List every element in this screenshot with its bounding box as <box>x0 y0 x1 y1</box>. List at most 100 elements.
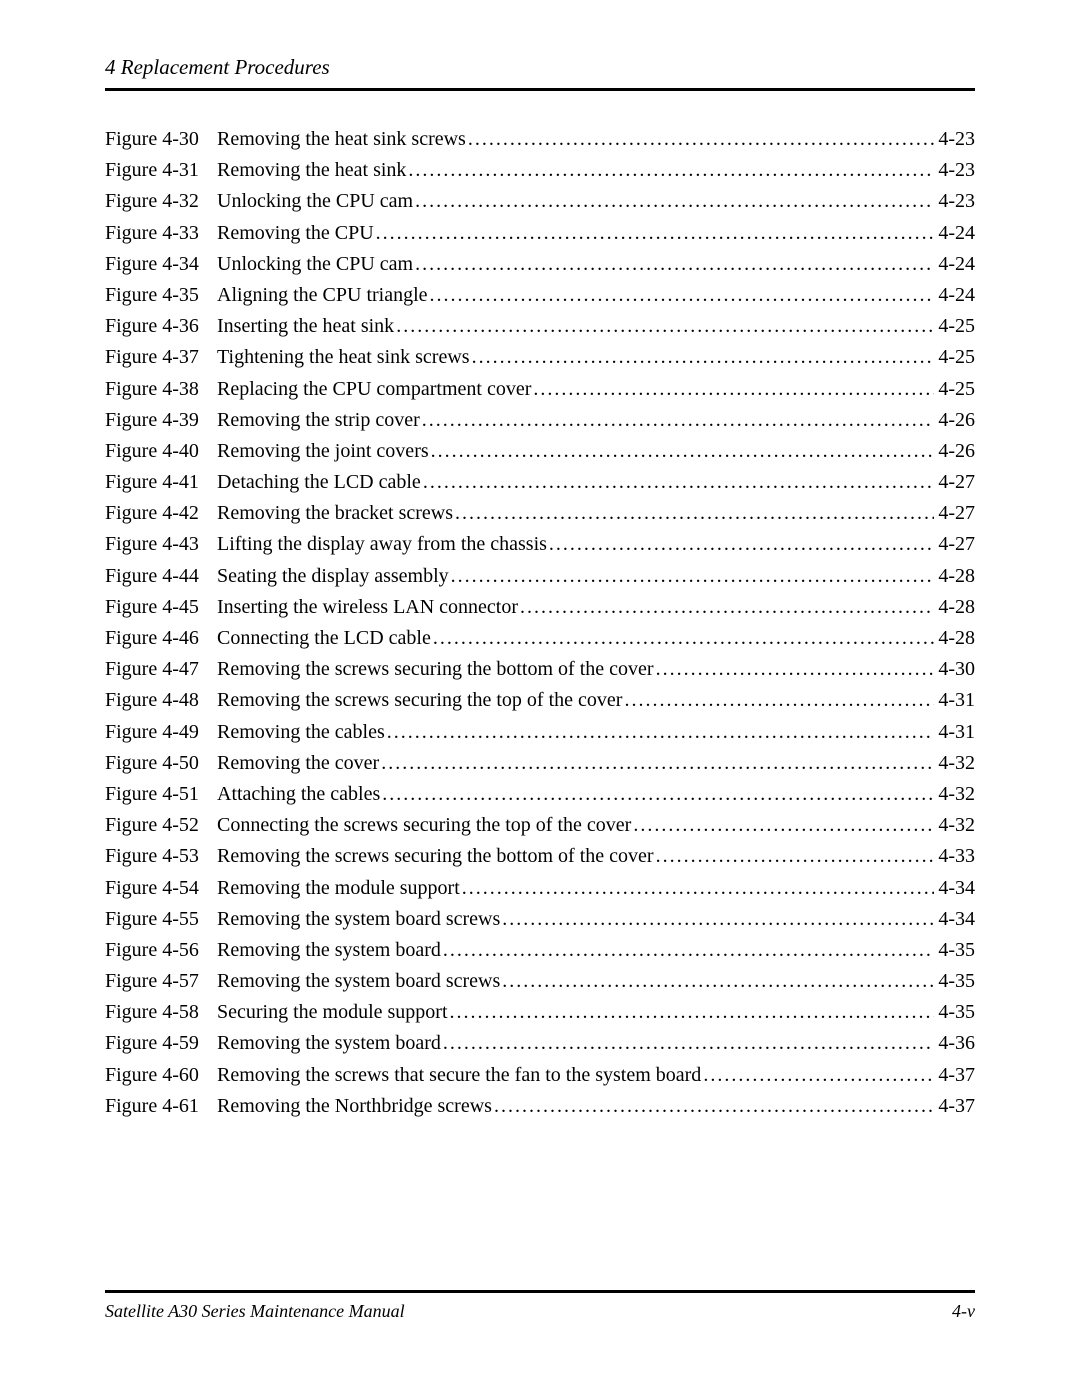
footer-page-number: 4-v <box>952 1301 975 1322</box>
toc-description: Removing the module support <box>217 878 460 898</box>
toc-row: Figure 4-38Replacing the CPU compartment… <box>105 379 975 399</box>
toc-leader-dots <box>385 722 935 742</box>
toc-leader-dots <box>631 815 934 835</box>
toc-description: Replacing the CPU compartment cover <box>217 379 531 399</box>
toc-description: Unlocking the CPU cam <box>217 254 413 274</box>
toc-figure-label: Figure 4-38 <box>105 379 217 399</box>
header-title: 4 Replacement Procedures <box>105 55 330 79</box>
toc-figure-label: Figure 4-57 <box>105 971 217 991</box>
toc-page-ref: 4-27 <box>934 503 975 523</box>
toc-row: Figure 4-51Attaching the cables4-32 <box>105 784 975 804</box>
toc-leader-dots <box>492 1096 934 1116</box>
toc-figure-label: Figure 4-43 <box>105 534 217 554</box>
toc-figure-label: Figure 4-50 <box>105 753 217 773</box>
toc-figure-label: Figure 4-45 <box>105 597 217 617</box>
toc-leader-dots <box>394 316 934 336</box>
toc-row: Figure 4-50Removing the cover4-32 <box>105 753 975 773</box>
footer: Satellite A30 Series Maintenance Manual … <box>105 1290 975 1322</box>
toc-description: Inserting the wireless LAN connector <box>217 597 518 617</box>
toc-description: Removing the cover <box>217 753 379 773</box>
toc-row: Figure 4-53Removing the screws securing … <box>105 846 975 866</box>
toc-figure-label: Figure 4-42 <box>105 503 217 523</box>
toc-page-ref: 4-24 <box>934 223 975 243</box>
toc-page-ref: 4-23 <box>934 129 975 149</box>
toc-page-ref: 4-28 <box>934 628 975 648</box>
toc-description: Removing the CPU <box>217 223 374 243</box>
toc-figure-label: Figure 4-47 <box>105 659 217 679</box>
toc-description: Removing the strip cover <box>217 410 420 430</box>
toc-figure-label: Figure 4-61 <box>105 1096 217 1116</box>
toc-description: Securing the module support <box>217 1002 448 1022</box>
page: 4 Replacement Procedures Figure 4-30Remo… <box>0 0 1080 1397</box>
toc-leader-dots <box>429 441 935 461</box>
toc-figure-label: Figure 4-39 <box>105 410 217 430</box>
toc-row: Figure 4-42Removing the bracket screws4-… <box>105 503 975 523</box>
toc-row: Figure 4-36Inserting the heat sink 4-25 <box>105 316 975 336</box>
toc-figure-label: Figure 4-40 <box>105 441 217 461</box>
toc-description: Removing the cables <box>217 722 385 742</box>
toc-row: Figure 4-43Lifting the display away from… <box>105 534 975 554</box>
toc-figure-label: Figure 4-36 <box>105 316 217 336</box>
toc-leader-dots <box>500 909 934 929</box>
toc-description: Connecting the LCD cable <box>217 628 431 648</box>
toc-page-ref: 4-35 <box>934 1002 975 1022</box>
toc-figure-label: Figure 4-51 <box>105 784 217 804</box>
toc-leader-dots <box>622 690 934 710</box>
toc-figure-label: Figure 4-49 <box>105 722 217 742</box>
toc-row: Figure 4-59Removing the system board4-36 <box>105 1033 975 1053</box>
toc-description: Removing the screws securing the bottom … <box>217 659 654 679</box>
toc-leader-dots <box>701 1065 934 1085</box>
toc-description: Removing the screws securing the bottom … <box>217 846 654 866</box>
toc-page-ref: 4-35 <box>934 971 975 991</box>
toc-description: Tightening the heat sink screws <box>217 347 470 367</box>
toc-page-ref: 4-31 <box>934 722 975 742</box>
toc-page-ref: 4-23 <box>934 160 975 180</box>
toc-page-ref: 4-27 <box>934 534 975 554</box>
toc-leader-dots <box>460 878 935 898</box>
toc-leader-dots <box>406 160 934 180</box>
toc-page-ref: 4-26 <box>934 441 975 461</box>
toc-leader-dots <box>374 223 935 243</box>
toc-figure-label: Figure 4-52 <box>105 815 217 835</box>
toc-figure-label: Figure 4-59 <box>105 1033 217 1053</box>
toc-row: Figure 4-31Removing the heat sink4-23 <box>105 160 975 180</box>
toc-figure-label: Figure 4-46 <box>105 628 217 648</box>
toc-page-ref: 4-26 <box>934 410 975 430</box>
toc-description: Unlocking the CPU cam <box>217 191 413 211</box>
toc-leader-dots <box>500 971 934 991</box>
toc-description: Inserting the heat sink <box>217 316 394 336</box>
toc-figure-label: Figure 4-44 <box>105 566 217 586</box>
toc-description: Removing the screws that secure the fan … <box>217 1065 701 1085</box>
toc-leader-dots <box>421 472 935 492</box>
toc-row: Figure 4-56Removing the system board4-35 <box>105 940 975 960</box>
toc-page-ref: 4-28 <box>934 597 975 617</box>
toc-page-ref: 4-37 <box>934 1065 975 1085</box>
toc-figure-label: Figure 4-60 <box>105 1065 217 1085</box>
toc-description: Removing the joint covers <box>217 441 429 461</box>
toc-page-ref: 4-27 <box>934 472 975 492</box>
toc-description: Removing the system board screws <box>217 909 500 929</box>
toc-description: Aligning the CPU triangle <box>217 285 428 305</box>
toc-leader-dots <box>470 347 935 367</box>
toc-description: Removing the system board <box>217 940 441 960</box>
toc-description: Lifting the display away from the chassi… <box>217 534 547 554</box>
toc-row: Figure 4-45Inserting the wireless LAN co… <box>105 597 975 617</box>
toc-figure-label: Figure 4-34 <box>105 254 217 274</box>
toc-row: Figure 4-60Removing the screws that secu… <box>105 1065 975 1085</box>
toc-leader-dots <box>518 597 934 617</box>
header: 4 Replacement Procedures <box>105 55 975 91</box>
toc-page-ref: 4-30 <box>934 659 975 679</box>
toc-page-ref: 4-32 <box>934 784 975 804</box>
toc-figure-label: Figure 4-30 <box>105 129 217 149</box>
toc-page-ref: 4-31 <box>934 690 975 710</box>
toc-row: Figure 4-47Removing the screws securing … <box>105 659 975 679</box>
toc-row: Figure 4-61Removing the Northbridge scre… <box>105 1096 975 1116</box>
toc-figure-label: Figure 4-33 <box>105 223 217 243</box>
toc-page-ref: 4-25 <box>934 379 975 399</box>
toc-page-ref: 4-25 <box>934 316 975 336</box>
toc-row: Figure 4-55Removing the system board scr… <box>105 909 975 929</box>
toc-page-ref: 4-34 <box>934 909 975 929</box>
table-of-contents: Figure 4-30Removing the heat sink screws… <box>105 129 975 1116</box>
toc-leader-dots <box>453 503 934 523</box>
toc-row: Figure 4-32Unlocking the CPU cam4-23 <box>105 191 975 211</box>
